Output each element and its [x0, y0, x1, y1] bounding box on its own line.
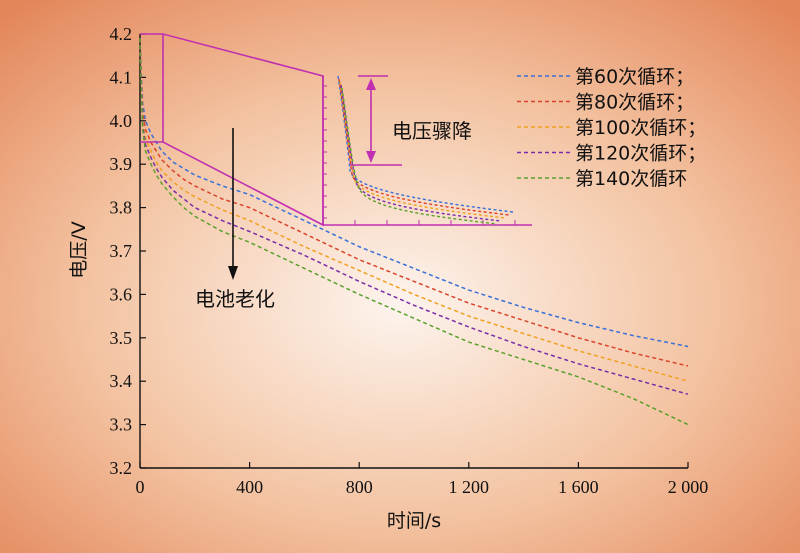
x-tick-label: 400	[236, 477, 263, 497]
drop-arrow-head-bottom	[366, 151, 376, 163]
x-tick-label: 800	[346, 477, 373, 497]
y-tick-label: 3.6	[110, 284, 133, 304]
y-tick-label: 3.5	[110, 328, 133, 348]
series-line	[139, 38, 689, 367]
x-tick-label: 2 000	[668, 477, 709, 497]
series-line	[139, 38, 689, 348]
axes: 0 400 800 1 200 1 600 2 000 3.2 3.3 3.4 3.5 3.6 3.7…	[110, 24, 709, 497]
y-tick-label: 4.2	[110, 24, 133, 44]
inset-series-line	[341, 87, 498, 225]
aging-label: 电池老化	[195, 287, 275, 311]
y-tick-label: 3.7	[110, 241, 133, 261]
y-tick-label: 3.9	[110, 154, 133, 174]
y-tick-label: 4.1	[110, 67, 133, 87]
aging-arrow-head	[228, 266, 238, 280]
series-line	[139, 38, 689, 382]
legend-label: 第80次循环；	[575, 92, 694, 114]
legend-label: 第100次循环；	[575, 117, 706, 139]
inset-series-line	[340, 84, 502, 222]
legend: 第60次循环； 第80次循环； 第100次循环； 第120次循环； 第140次循环	[517, 66, 706, 190]
y-tick-label: 3.3	[110, 415, 133, 435]
x-tick-label: 1 600	[558, 477, 599, 497]
x-tick-label: 0	[136, 477, 145, 497]
legend-label: 第60次循环；	[575, 66, 694, 88]
inset-series-line	[338, 78, 510, 216]
x-tick-label: 1 200	[449, 477, 490, 497]
legend-label: 第140次循环	[575, 168, 687, 190]
legend-label: 第120次循环；	[575, 143, 706, 165]
y-tick-label: 3.2	[110, 458, 133, 478]
y-tick-label: 4.0	[110, 111, 133, 131]
y-tick-label: 3.4	[110, 371, 133, 391]
y-tick-label: 3.8	[110, 198, 133, 218]
series-line	[139, 38, 689, 395]
series-layer	[139, 38, 689, 426]
drop-label: 电压骤降	[392, 119, 472, 143]
x-axis-title: 时间/s	[387, 510, 441, 532]
drop-arrow-head-top	[366, 78, 376, 90]
inset	[140, 33, 532, 227]
series-line	[139, 38, 689, 426]
y-axis-title: 电压/V	[68, 221, 90, 278]
